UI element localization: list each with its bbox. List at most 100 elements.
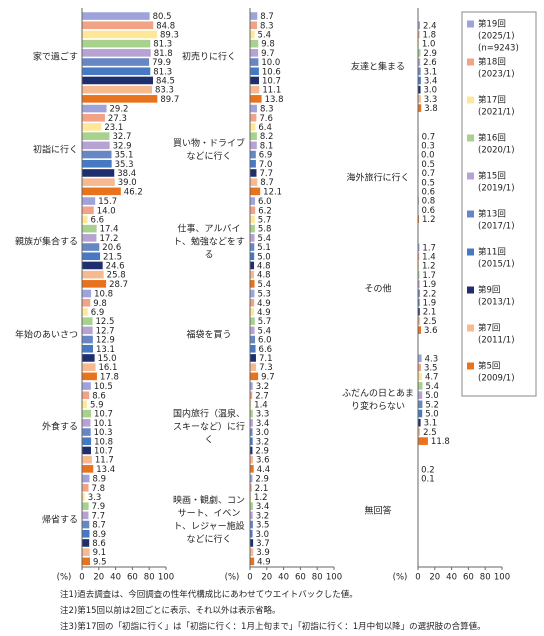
bar	[250, 502, 253, 510]
x-tick-label: 100	[494, 573, 510, 583]
legend-label: 第16回	[478, 133, 506, 144]
bar	[250, 197, 256, 205]
category-label: 福袋を買う	[186, 330, 232, 341]
bar	[82, 67, 151, 76]
bar	[82, 252, 101, 261]
data-label: 5.4	[258, 280, 272, 290]
legend-swatch	[467, 172, 474, 180]
category-label: 帰省する	[41, 515, 78, 526]
data-label: 2.2	[423, 289, 437, 299]
legend-label: 第13回	[478, 209, 506, 220]
bar	[82, 317, 93, 325]
data-label: 7.6	[259, 114, 273, 124]
bar	[82, 289, 92, 298]
data-label: 10.5	[94, 382, 113, 392]
bar	[418, 252, 420, 261]
legend-swatch	[467, 210, 474, 218]
data-label: 13.8	[265, 95, 284, 105]
x-tick-label: 60	[127, 573, 138, 583]
data-label: 4.9	[257, 557, 271, 567]
data-label: 8.7	[260, 178, 274, 188]
data-label: 5.2	[425, 400, 439, 410]
legend-label: (2013/1)	[478, 298, 515, 308]
data-label: 5.0	[425, 410, 439, 420]
data-label: 12.9	[96, 336, 115, 346]
bar	[82, 104, 107, 113]
bar	[418, 409, 423, 418]
legend-swatch	[467, 20, 474, 28]
category-label: 買い物・ドライブなどに行く	[172, 138, 245, 162]
data-label: 10.1	[93, 419, 112, 429]
bar	[250, 539, 254, 547]
bar	[82, 511, 89, 520]
bar	[250, 409, 253, 418]
category-label: 年始のあいさつ	[14, 330, 78, 341]
data-label: 8.2	[260, 132, 274, 142]
legend-swatch	[467, 134, 474, 142]
bar	[250, 344, 256, 353]
bar	[418, 317, 421, 325]
data-label: 5.4	[258, 30, 272, 40]
legend-label: (2015/1)	[478, 260, 515, 270]
bar	[82, 502, 89, 510]
data-label: 12.1	[263, 187, 282, 197]
legend-swatch	[467, 286, 474, 294]
data-label: 3.2	[256, 437, 270, 447]
bar	[82, 178, 115, 186]
bar	[250, 493, 252, 501]
legend-swatch	[467, 362, 474, 370]
data-label: 10.7	[94, 446, 113, 456]
x-tick-label: 40	[110, 573, 121, 583]
bar	[82, 400, 87, 409]
bar	[250, 446, 253, 455]
bar	[82, 261, 103, 270]
data-label: 1.0	[422, 40, 436, 50]
x-tick-label: 60	[295, 573, 306, 583]
bar	[418, 271, 420, 279]
x-tick-label: 40	[446, 573, 457, 583]
data-label: 6.4	[258, 123, 272, 133]
bar	[82, 391, 90, 400]
bar	[250, 308, 255, 316]
category-label: 無回答	[364, 506, 392, 516]
data-label: 5.0	[257, 252, 271, 262]
bar	[250, 261, 255, 270]
bar	[250, 150, 256, 159]
data-label: 3.5	[424, 364, 438, 374]
x-tick-label: 80	[144, 573, 155, 583]
data-label: 3.2	[256, 511, 270, 521]
bar	[418, 391, 423, 399]
bar	[418, 67, 421, 76]
bar	[250, 224, 255, 233]
data-label: 2.5	[423, 428, 437, 438]
legend-swatch	[467, 248, 474, 256]
bar	[250, 289, 255, 298]
bar	[250, 372, 259, 381]
legend-label: 第19回	[478, 19, 506, 30]
bar	[418, 21, 421, 30]
legend-label: (2023/1)	[478, 70, 515, 80]
bar	[418, 437, 428, 445]
bar	[82, 326, 93, 335]
data-label: 8.6	[92, 539, 106, 549]
bar	[418, 215, 420, 223]
data-label: 9.7	[261, 372, 275, 382]
legend-label: 第9回	[478, 285, 500, 296]
data-label: 3.1	[424, 67, 438, 77]
bar	[250, 187, 261, 196]
data-label: 0.7	[422, 132, 436, 142]
x-tick-label: 20	[429, 573, 440, 583]
bar	[250, 400, 252, 409]
data-label: 80.5	[153, 12, 172, 22]
data-label: 17.8	[100, 372, 119, 382]
x-tick-label: 20	[261, 573, 272, 583]
bar	[82, 298, 91, 307]
bar	[418, 307, 420, 316]
note: 注3)第17回の「初詣に行く」は「初詣に行く：1月上旬まで」「初詣に行く：1月中…	[60, 622, 486, 632]
data-label: 11.1	[262, 86, 281, 96]
bar	[82, 455, 92, 464]
data-label: 7.1	[259, 354, 273, 364]
bar	[82, 123, 102, 131]
bar	[250, 141, 257, 150]
